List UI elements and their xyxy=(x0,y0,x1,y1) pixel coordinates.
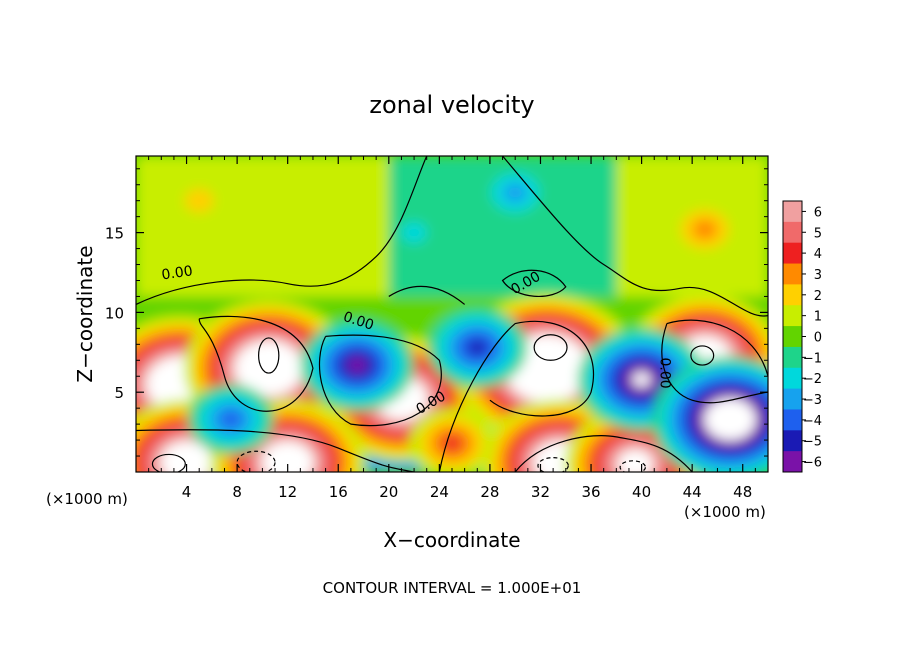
colorbar-swatch xyxy=(783,451,802,473)
chart-title: zonal velocity xyxy=(369,91,534,119)
zero-contours xyxy=(136,156,768,472)
contour-label: 0.00 xyxy=(657,357,673,388)
field-level xyxy=(347,357,367,373)
x-unit-right: (×1000 m) xyxy=(684,503,766,521)
zero-contour-line xyxy=(514,435,693,472)
field-feature xyxy=(409,408,495,472)
x-tick-label: 36 xyxy=(581,483,600,501)
colorbar-swatch xyxy=(783,201,802,223)
field-feature xyxy=(652,356,768,472)
negative-contour xyxy=(236,450,276,472)
field-level xyxy=(503,182,528,203)
zero-contour-line xyxy=(136,429,415,472)
colorbar-swatch xyxy=(783,326,802,348)
y-axis: 5 10 15 xyxy=(105,168,768,457)
colorbar-label: −5 xyxy=(803,435,822,450)
field-level xyxy=(401,222,427,244)
zero-contour-line xyxy=(136,156,428,305)
core-contour xyxy=(258,337,280,374)
zero-contour-line xyxy=(502,156,768,317)
field-level xyxy=(721,412,739,427)
field-level xyxy=(692,219,717,240)
field-level xyxy=(171,377,189,392)
y-tick-label: 5 xyxy=(114,384,124,402)
field-level xyxy=(220,410,242,429)
colorbar-label: 0 xyxy=(814,331,822,346)
field-level xyxy=(538,361,556,376)
x-tick-label: 20 xyxy=(379,483,398,501)
field-feature xyxy=(187,384,274,455)
field-feature xyxy=(668,199,741,259)
x-tick-label: 44 xyxy=(683,483,702,501)
y-axis-label: Z−coordinate xyxy=(73,245,97,382)
colorbar-swatch xyxy=(783,388,802,410)
x-unit-left: (×1000 m) xyxy=(46,490,128,508)
field-feature xyxy=(300,318,415,412)
colorbar-swatch xyxy=(783,242,802,265)
colorbar-label: 4 xyxy=(814,247,822,262)
field-level xyxy=(279,455,297,470)
field-level xyxy=(184,188,214,213)
y-tick-label: 10 xyxy=(105,304,124,322)
zero-contour-line xyxy=(198,315,314,412)
colorbar-label: 3 xyxy=(814,268,822,283)
colorbar: 6 5 4 3 2 1 0 −1 −2 −3 −4 −5 −6 xyxy=(782,200,822,473)
field-level xyxy=(441,434,463,453)
colorbar-label: −1 xyxy=(803,351,822,366)
x-tick-label: 28 xyxy=(480,483,499,501)
colorbar-label: 6 xyxy=(814,205,822,220)
field-level xyxy=(550,455,569,470)
colorbar-label: 2 xyxy=(814,289,822,304)
x-tick-label: 24 xyxy=(430,483,449,501)
colorbar-label: 5 xyxy=(814,226,822,241)
negative-contour xyxy=(619,460,646,472)
core-contour xyxy=(533,334,568,361)
colorbar-label: 1 xyxy=(814,310,822,325)
colorbar-label: −6 xyxy=(803,456,822,471)
field-level xyxy=(467,339,488,356)
x-tick-label: 8 xyxy=(232,483,242,501)
x-tick-label: 48 xyxy=(733,483,752,501)
velocity-field xyxy=(136,156,768,472)
contour-interval-note: CONTOUR INTERVAL = 1.000E+01 xyxy=(323,579,582,597)
colorbar-swatch xyxy=(783,305,802,327)
x-tick-label: 32 xyxy=(531,483,550,501)
field-feature xyxy=(479,163,552,223)
negative-contour xyxy=(537,457,569,472)
x-axis: 4 8 12 16 20 24 28 32 36 40 44 48 xyxy=(148,156,756,501)
zero-contour-line xyxy=(319,334,442,427)
colorbar-swatch xyxy=(783,367,802,390)
colorbar-swatch xyxy=(783,263,802,285)
colorbar-swatch xyxy=(783,284,802,306)
zero-contour-line xyxy=(661,319,768,404)
core-contour xyxy=(151,453,186,472)
colorbar-label: −4 xyxy=(803,414,822,429)
x-tick-label: 12 xyxy=(278,483,297,501)
contour-label: 0.00 xyxy=(161,263,194,283)
zero-contour-line xyxy=(388,285,466,305)
x-tick-label: 40 xyxy=(632,483,651,501)
field-feature xyxy=(388,211,440,254)
zero-contour-line xyxy=(501,269,567,298)
colorbar-swatch xyxy=(783,346,802,369)
field-feature xyxy=(170,176,229,225)
y-tick-label: 15 xyxy=(105,225,124,243)
core-contour xyxy=(690,345,715,366)
field-feature xyxy=(427,306,528,389)
field-level xyxy=(632,372,651,387)
colorbar-swatch xyxy=(783,409,802,431)
colorbar-label: −2 xyxy=(803,372,822,387)
colorbar-label: −3 xyxy=(803,393,822,408)
colorbar-swatch xyxy=(783,430,802,452)
x-axis-label: X−coordinate xyxy=(383,528,520,552)
zero-contour-line xyxy=(438,320,595,472)
colorbar-swatch xyxy=(783,221,802,244)
x-tick-label: 4 xyxy=(182,483,192,501)
x-tick-label: 16 xyxy=(329,483,348,501)
